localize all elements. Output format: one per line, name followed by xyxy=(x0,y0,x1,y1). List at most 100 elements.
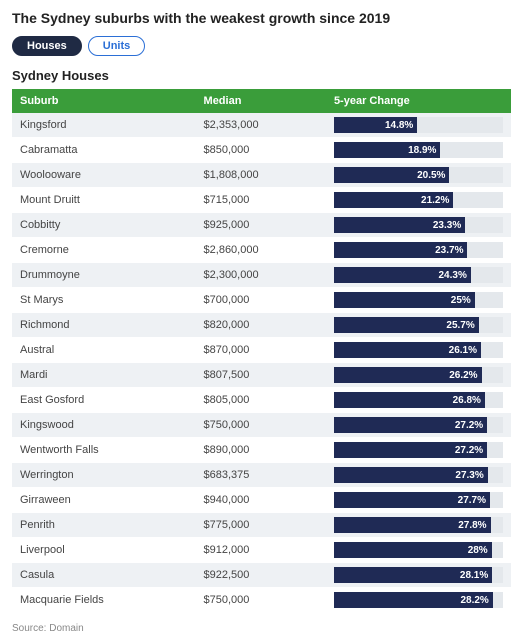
cell-median: $870,000 xyxy=(204,344,334,356)
cell-suburb: Cabramatta xyxy=(20,144,204,156)
table-row: Wentworth Falls$890,00027.2% xyxy=(12,438,511,463)
cell-suburb: Kingsford xyxy=(20,119,204,131)
cell-change: 20.5% xyxy=(334,167,503,183)
cell-median: $1,808,000 xyxy=(204,169,334,181)
cell-change: 26.1% xyxy=(334,342,503,358)
cell-suburb: Casula xyxy=(20,569,204,581)
col-header-change: 5-year Change xyxy=(334,95,503,107)
cell-suburb: Kingswood xyxy=(20,419,204,431)
bar-label: 25.7% xyxy=(446,317,478,333)
bar-label: 26.8% xyxy=(453,392,485,408)
bar-label: 27.7% xyxy=(458,492,490,508)
cell-median: $750,000 xyxy=(204,419,334,431)
data-table: Suburb Median 5-year Change Kingsford$2,… xyxy=(12,89,511,613)
table-row: Macquarie Fields$750,00028.2% xyxy=(12,588,511,613)
cell-suburb: Woolooware xyxy=(20,169,204,181)
cell-median: $750,000 xyxy=(204,594,334,606)
bar-label: 27.8% xyxy=(458,517,490,533)
cell-suburb: Wentworth Falls xyxy=(20,444,204,456)
bar-label: 24.3% xyxy=(439,267,471,283)
cell-suburb: Penrith xyxy=(20,519,204,531)
cell-suburb: Richmond xyxy=(20,319,204,331)
table-row: Mount Druitt$715,00021.2% xyxy=(12,188,511,213)
page-title: The Sydney suburbs with the weakest grow… xyxy=(12,10,511,26)
cell-suburb: Drummoyne xyxy=(20,269,204,281)
cell-change: 27.8% xyxy=(334,517,503,533)
table-row: Drummoyne$2,300,000 24.3% xyxy=(12,263,511,288)
cell-change: 24.3% xyxy=(334,267,503,283)
tab-houses[interactable]: Houses xyxy=(12,36,82,56)
bar-label: 18.9% xyxy=(408,142,440,158)
cell-change: 28.2% xyxy=(334,592,503,608)
col-header-median: Median xyxy=(204,95,334,107)
cell-suburb: Cobbitty xyxy=(20,219,204,231)
source-text: Source: Domain xyxy=(12,623,511,634)
bar-label: 26.1% xyxy=(449,342,481,358)
cell-change: 25% xyxy=(334,292,503,308)
table-row: Penrith$775,000 27.8% xyxy=(12,513,511,538)
table-row: Kingswood$750,000 27.2% xyxy=(12,413,511,438)
table-row: Woolooware$1,808,000 20.5% xyxy=(12,163,511,188)
bar-label: 28% xyxy=(468,542,492,558)
table-row: Werrington$683,375 27.3% xyxy=(12,463,511,488)
cell-change: 23.7% xyxy=(334,242,503,258)
cell-change: 25.7% xyxy=(334,317,503,333)
table-subtitle: Sydney Houses xyxy=(12,68,511,83)
cell-suburb: Liverpool xyxy=(20,544,204,556)
tabs: Houses Units xyxy=(12,36,511,56)
cell-suburb: Mount Druitt xyxy=(20,194,204,206)
table-row: Cabramatta$850,00018.9% xyxy=(12,138,511,163)
bar-label: 14.8% xyxy=(385,117,417,133)
cell-median: $912,000 xyxy=(204,544,334,556)
cell-change: 28.1% xyxy=(334,567,503,583)
cell-median: $820,000 xyxy=(204,319,334,331)
bar-label: 25% xyxy=(451,292,475,308)
bar-label: 27.3% xyxy=(455,467,487,483)
bar-label: 20.5% xyxy=(417,167,449,183)
cell-change: 27.2% xyxy=(334,442,503,458)
cell-suburb: Cremorne xyxy=(20,244,204,256)
cell-median: $925,000 xyxy=(204,219,334,231)
cell-median: $807,500 xyxy=(204,369,334,381)
bar-label: 28.2% xyxy=(460,592,492,608)
cell-change: 27.3% xyxy=(334,467,503,483)
bar-label: 23.7% xyxy=(435,242,467,258)
cell-suburb: Girraween xyxy=(20,494,204,506)
cell-median: $805,000 xyxy=(204,394,334,406)
table-row: East Gosford$805,000 26.8% xyxy=(12,388,511,413)
table-row: Austral$870,00026.1% xyxy=(12,338,511,363)
cell-change: 23.3% xyxy=(334,217,503,233)
table-row: St Marys$700,00025% xyxy=(12,288,511,313)
cell-change: 28% xyxy=(334,542,503,558)
table-row: Cobbitty$925,000 23.3% xyxy=(12,213,511,238)
cell-suburb: St Marys xyxy=(20,294,204,306)
cell-median: $715,000 xyxy=(204,194,334,206)
col-header-suburb: Suburb xyxy=(20,95,204,107)
cell-median: $2,353,000 xyxy=(204,119,334,131)
cell-median: $940,000 xyxy=(204,494,334,506)
cell-suburb: East Gosford xyxy=(20,394,204,406)
tab-units[interactable]: Units xyxy=(88,36,146,56)
bar-label: 27.2% xyxy=(455,442,487,458)
table-row: Casula$922,500 28.1% xyxy=(12,563,511,588)
bar-label: 26.2% xyxy=(449,367,481,383)
table-row: Liverpool$912,000 28% xyxy=(12,538,511,563)
cell-change: 27.7% xyxy=(334,492,503,508)
cell-suburb: Werrington xyxy=(20,469,204,481)
cell-change: 26.8% xyxy=(334,392,503,408)
cell-change: 18.9% xyxy=(334,142,503,158)
cell-change: 26.2% xyxy=(334,367,503,383)
bar-label: 27.2% xyxy=(455,417,487,433)
cell-median: $775,000 xyxy=(204,519,334,531)
table-row: Girraween$940,000 27.7% xyxy=(12,488,511,513)
cell-median: $922,500 xyxy=(204,569,334,581)
table-row: Cremorne$2,860,00023.7% xyxy=(12,238,511,263)
table-row: Kingsford$2,353,000 14.8% xyxy=(12,113,511,138)
cell-median: $683,375 xyxy=(204,469,334,481)
bar-label: 23.3% xyxy=(433,217,465,233)
bar-label: 28.1% xyxy=(460,567,492,583)
cell-change: 14.8% xyxy=(334,117,503,133)
cell-change: 21.2% xyxy=(334,192,503,208)
cell-suburb: Mardi xyxy=(20,369,204,381)
cell-median: $2,300,000 xyxy=(204,269,334,281)
